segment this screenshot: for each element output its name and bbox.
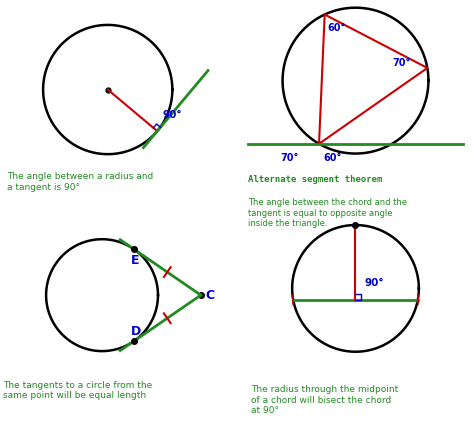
Text: 70°: 70° bbox=[393, 58, 411, 68]
Text: E: E bbox=[131, 254, 140, 267]
Text: 90°: 90° bbox=[365, 278, 384, 288]
Text: C: C bbox=[205, 289, 215, 302]
Text: Alternate segment theorem: Alternate segment theorem bbox=[248, 175, 383, 184]
Text: The tangents to a circle from the
same point will be equal length: The tangents to a circle from the same p… bbox=[3, 381, 153, 400]
Text: The radius through the midpoint
of a chord will bisect the chord
at 90°: The radius through the midpoint of a cho… bbox=[251, 385, 399, 415]
Text: 60°: 60° bbox=[324, 153, 342, 163]
Text: 90°: 90° bbox=[163, 110, 182, 120]
Text: The angle between the chord and the
tangent is equal to opposite angle
inside th: The angle between the chord and the tang… bbox=[248, 198, 407, 228]
Text: D: D bbox=[131, 325, 141, 338]
Text: 60°: 60° bbox=[327, 23, 346, 34]
Text: The angle between a radius and
a tangent is 90°: The angle between a radius and a tangent… bbox=[7, 172, 154, 191]
Text: 70°: 70° bbox=[281, 153, 299, 163]
